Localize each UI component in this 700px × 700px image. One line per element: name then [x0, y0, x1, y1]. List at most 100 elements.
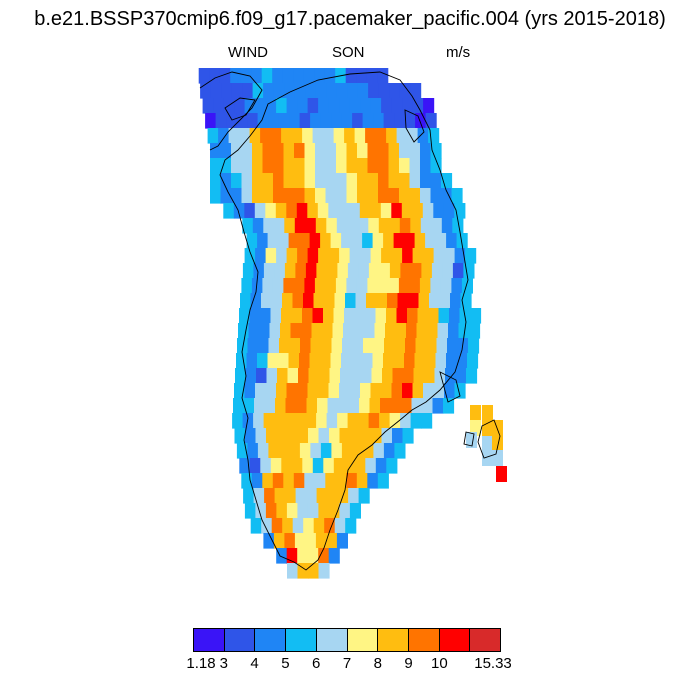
- wind-cell: [307, 503, 319, 519]
- wind-cell: [262, 473, 274, 489]
- wind-cell: [242, 263, 254, 279]
- wind-cell: [318, 548, 330, 564]
- wind-cell: [290, 323, 302, 339]
- wind-cell: [279, 338, 291, 354]
- wind-cell: [340, 368, 352, 384]
- wind-cell: [278, 113, 290, 129]
- wind-cell: [425, 353, 437, 369]
- wind-cell: [252, 83, 264, 99]
- wind-cell: [262, 173, 274, 189]
- wind-cell: [358, 488, 370, 504]
- wind-cell: [347, 413, 359, 429]
- wind-cell: [318, 98, 330, 114]
- wind-cell: [315, 188, 327, 204]
- wind-cell: [309, 353, 321, 369]
- wind-cell: [234, 98, 246, 114]
- wind-cell: [248, 323, 260, 339]
- wind-cell: [247, 338, 259, 354]
- wind-cell: [402, 98, 414, 114]
- wind-cell: [247, 113, 259, 129]
- wind-cell: [338, 398, 350, 414]
- wind-cell: [350, 368, 362, 384]
- wind-cell: [380, 203, 392, 219]
- wind-cell: [378, 218, 390, 234]
- wind-cell: [406, 323, 418, 339]
- wind-cell: [419, 278, 431, 294]
- wind-cell: [315, 143, 327, 159]
- wind-cell: [388, 158, 400, 174]
- colorbar-tick-label: 10: [431, 655, 448, 672]
- wind-cell: [356, 278, 368, 294]
- wind-cell: [239, 458, 251, 474]
- wind-cell: [368, 263, 380, 279]
- wind-cell: [358, 413, 370, 429]
- wind-cell: [274, 263, 286, 279]
- wind-cell: [392, 368, 404, 384]
- wind-cell: [320, 233, 332, 249]
- wind-cell: [404, 233, 416, 249]
- wind-cell: [307, 383, 319, 399]
- wind-cell: [370, 248, 382, 264]
- wind-cell: [283, 188, 295, 204]
- wind-cell: [305, 263, 317, 279]
- wind-cell: [326, 83, 338, 99]
- wind-cell: [263, 218, 275, 234]
- wind-cell: [219, 68, 231, 84]
- wind-cell: [492, 420, 503, 436]
- wind-cell: [375, 458, 387, 474]
- wind-cell: [263, 263, 275, 279]
- wind-cell: [318, 428, 330, 444]
- wind-cell: [303, 518, 315, 534]
- wind-cell: [310, 338, 322, 354]
- wind-cell: [305, 218, 317, 234]
- wind-cell: [325, 278, 337, 294]
- wind-cell: [482, 450, 493, 466]
- wind-cell: [389, 218, 401, 234]
- wind-cell: [431, 263, 443, 279]
- wind-cell: [283, 158, 295, 174]
- wind-cell: [403, 368, 415, 384]
- wind-cell: [310, 443, 322, 459]
- wind-cell: [291, 308, 303, 324]
- wind-cell: [242, 218, 254, 234]
- wind-cell: [308, 368, 320, 384]
- wind-cell: [428, 308, 440, 324]
- wind-cell: [291, 458, 303, 474]
- wind-cell: [357, 143, 369, 159]
- wind-cell: [365, 458, 377, 474]
- wind-cell: [262, 158, 274, 174]
- wind-cell: [299, 233, 311, 249]
- wind-cell: [325, 173, 337, 189]
- wind-cell: [306, 488, 318, 504]
- wind-cell: [379, 263, 391, 279]
- wind-cell: [380, 398, 392, 414]
- wind-cell: [265, 503, 277, 519]
- wind-cell: [429, 293, 441, 309]
- wind-cell: [388, 278, 400, 294]
- wind-cell: [470, 420, 481, 436]
- wind-cell: [315, 83, 327, 99]
- wind-cell: [223, 98, 235, 114]
- wind-cell: [325, 143, 337, 159]
- wind-cell: [294, 533, 306, 549]
- wind-cell: [249, 308, 261, 324]
- wind-cell: [296, 398, 308, 414]
- wind-cell: [328, 383, 340, 399]
- wind-cell: [295, 488, 307, 504]
- wind-cell: [339, 383, 351, 399]
- wind-cell: [312, 308, 324, 324]
- wind-cell: [433, 248, 445, 264]
- wind-cell: [415, 338, 427, 354]
- wind-cell: [418, 293, 430, 309]
- wind-cell: [399, 218, 411, 234]
- wind-cell: [328, 548, 340, 564]
- wind-cell: [346, 143, 358, 159]
- wind-cell: [262, 188, 274, 204]
- wind-cell: [245, 428, 257, 444]
- wind-cell: [399, 188, 411, 204]
- wind-cell: [368, 218, 380, 234]
- wind-cell: [302, 458, 314, 474]
- wind-cell: [336, 533, 348, 549]
- wind-cell: [303, 293, 315, 309]
- wind-cell: [283, 173, 295, 189]
